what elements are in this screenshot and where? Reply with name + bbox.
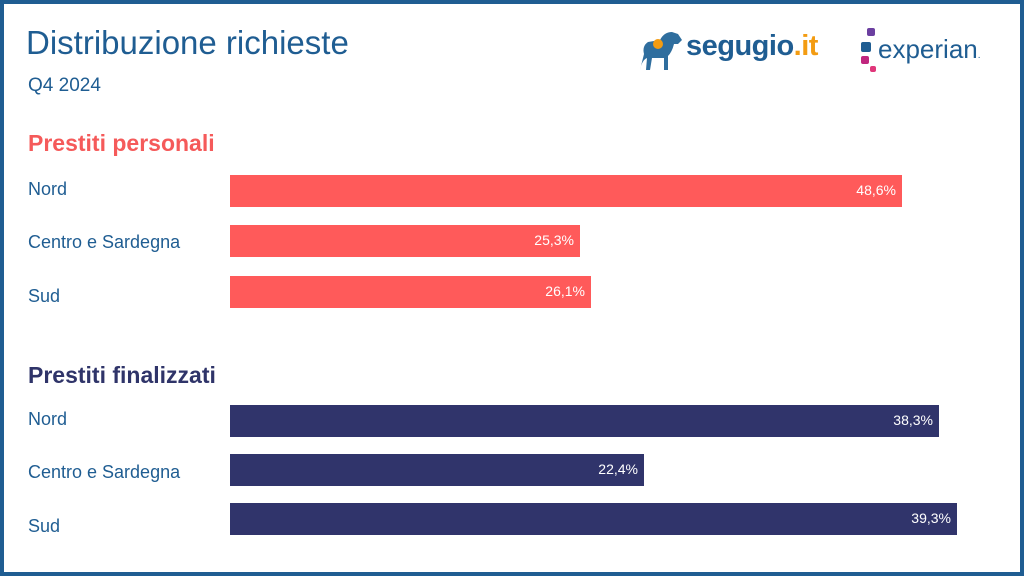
category-label: Sud (28, 516, 61, 536)
experian-logo: experian. (860, 26, 1010, 76)
segugio-logo: segugio.it (634, 26, 834, 74)
dog-icon (640, 32, 682, 70)
category-label: Centro e Sardegna (28, 232, 181, 252)
section-title-prestiti-personali: Prestiti personali (28, 130, 215, 156)
data-label: 22,4% (598, 461, 638, 477)
bar-prestiti-personali: 25,3% (230, 225, 580, 257)
bar-prestiti-finalizzati: 39,3% (230, 503, 957, 535)
data-label: 26,1% (545, 283, 585, 299)
data-label: 48,6% (856, 182, 896, 198)
bar-prestiti-finalizzati: 22,4% (230, 454, 644, 486)
data-label: 39,3% (911, 510, 951, 526)
category-label: Nord (28, 409, 68, 429)
segugio-wordmark: segugio.it (686, 30, 818, 62)
page-subtitle: Q4 2024 (28, 75, 101, 96)
bar-prestiti-finalizzati: 38,3% (230, 405, 939, 437)
category-label: Nord (28, 179, 68, 199)
section-title-prestiti-finalizzati: Prestiti finalizzati (28, 362, 216, 388)
bar-prestiti-personali: 26,1% (230, 276, 591, 308)
experian-wordmark: experian. (878, 34, 981, 64)
bar-prestiti-personali: 48,6% (230, 175, 902, 207)
category-label: Sud (28, 286, 61, 306)
data-label: 25,3% (534, 232, 574, 248)
data-label: 38,3% (893, 412, 933, 428)
category-label: Centro e Sardegna (28, 462, 181, 482)
page-title: Distribuzione richieste (26, 24, 349, 61)
experian-dots-icon (861, 28, 876, 72)
